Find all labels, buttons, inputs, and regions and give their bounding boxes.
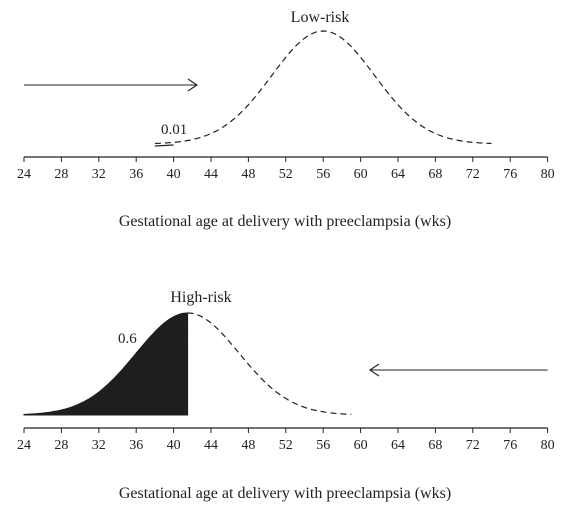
low-risk-x-tick-label: 64 [391,167,405,182]
low-risk-x-tick-label: 28 [54,167,68,182]
low-risk-title: Low-risk [291,9,350,26]
high-risk-x-tick-label: 40 [167,438,181,453]
high-risk-x-tick-label: 52 [279,438,293,453]
low-risk-x-tick-label: 48 [241,167,255,182]
low-risk-x-tick-label: 32 [92,167,106,182]
low-risk-x-tick-label: 76 [503,167,517,182]
low-risk-x-tick-label: 40 [167,167,181,182]
high-risk-probability-label: 0.6 [118,331,137,347]
high-risk-x-tick-label: 48 [241,438,255,453]
high-risk-distribution-curve [187,312,352,415]
high-risk-x-tick-label: 32 [92,438,106,453]
high-risk-arrowhead-icon [368,363,380,377]
low-risk-x-tick-label: 52 [279,167,293,182]
low-risk-x-tick-label: 56 [316,167,330,182]
high-risk-x-tick-label: 24 [17,438,31,453]
low-risk-x-tick-label: 68 [428,167,442,182]
low-risk-shaded-area [154,144,174,147]
low-risk-x-axis-title: Gestational age at delivery with preecla… [119,213,451,230]
low-risk-arrowhead-icon [187,78,198,92]
high-risk-x-tick-label: 72 [466,438,480,453]
low-risk-x-tick-label: 80 [541,167,555,182]
high-risk-panel: High-risk 0.6 Gestational age at deliver… [17,289,555,502]
high-risk-x-tick-label: 76 [503,438,517,453]
high-risk-x-tick-label: 60 [354,438,368,453]
low-risk-x-tick-label: 72 [466,167,480,182]
high-risk-x-axis-title: Gestational age at delivery with preecla… [119,485,451,502]
high-risk-shaded-area [23,312,189,416]
high-risk-x-tick-label: 68 [428,438,442,453]
high-risk-x-tick-label: 44 [204,438,218,453]
low-risk-panel: Low-risk 0.01 Gestational age at deliver… [17,9,555,230]
low-risk-x-tick-label: 24 [17,167,31,182]
low-risk-x-tick-label: 60 [354,167,368,182]
high-risk-x-tick-label: 80 [541,438,555,453]
high-risk-x-tick-label: 64 [391,438,405,453]
high-risk-title: High-risk [170,289,231,306]
low-risk-x-tick-label: 44 [204,167,218,182]
low-risk-probability-label: 0.01 [161,122,187,138]
low-risk-x-tick-label: 36 [129,167,143,182]
high-risk-x-tick-label: 36 [129,438,143,453]
high-risk-x-tick-label: 56 [316,438,330,453]
low-risk-distribution-curve [154,30,492,145]
high-risk-x-tick-label: 28 [54,438,68,453]
